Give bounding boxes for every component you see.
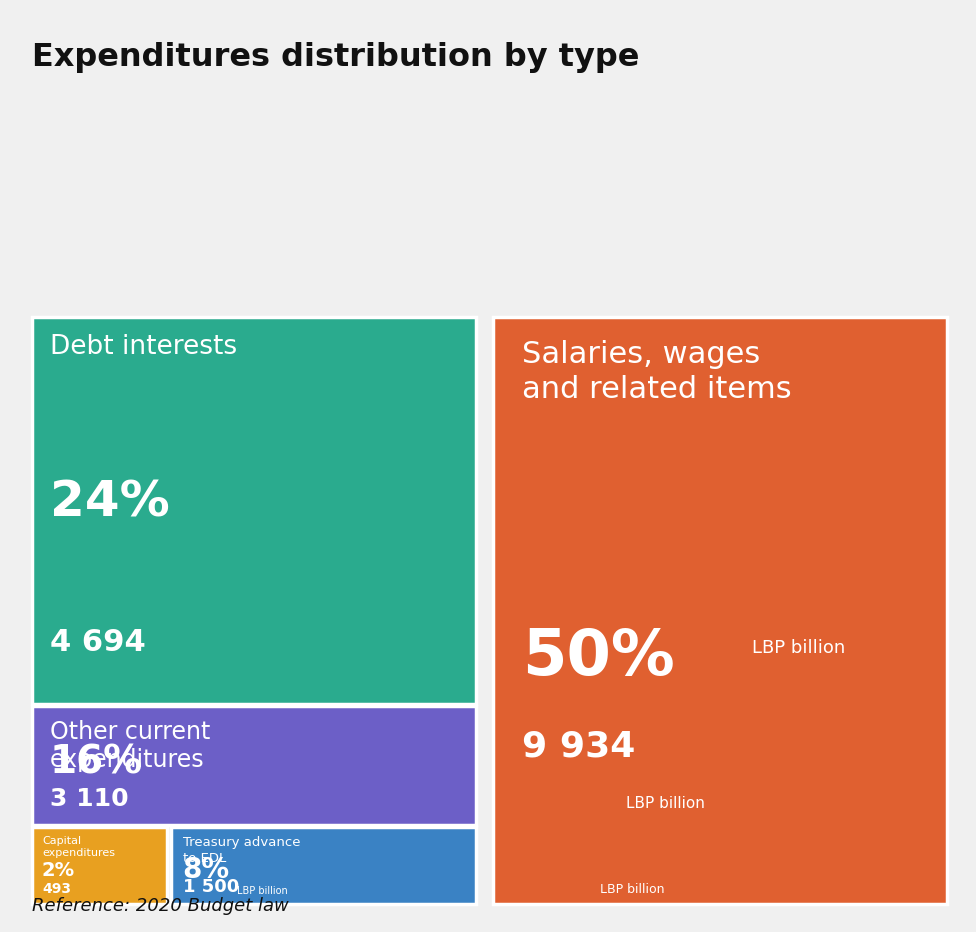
Bar bbox=[32, 317, 476, 704]
Text: LBP billion: LBP billion bbox=[237, 886, 288, 897]
Text: 8%: 8% bbox=[183, 856, 229, 884]
Bar bbox=[493, 317, 947, 904]
Text: 4 694: 4 694 bbox=[50, 628, 145, 657]
Text: Capital
expenditures: Capital expenditures bbox=[42, 836, 115, 858]
Text: 2%: 2% bbox=[42, 860, 75, 880]
Text: 50%: 50% bbox=[522, 626, 675, 689]
Text: 16%: 16% bbox=[50, 744, 142, 782]
Text: Salaries, wages
and related items: Salaries, wages and related items bbox=[522, 340, 792, 404]
Text: Other current
expenditures: Other current expenditures bbox=[50, 720, 210, 773]
Text: 24%: 24% bbox=[50, 478, 170, 527]
Text: Expenditures distribution by type: Expenditures distribution by type bbox=[32, 42, 639, 73]
Bar bbox=[32, 706, 476, 825]
Text: Reference: 2020 Budget law: Reference: 2020 Budget law bbox=[32, 898, 289, 915]
Text: LBP billion: LBP billion bbox=[599, 884, 665, 897]
Text: 9 934: 9 934 bbox=[522, 729, 635, 763]
Text: 493: 493 bbox=[42, 883, 71, 897]
Bar bbox=[171, 827, 476, 904]
Text: 3 110: 3 110 bbox=[50, 787, 129, 811]
Text: LBP billion: LBP billion bbox=[752, 639, 846, 657]
Text: Debt interests: Debt interests bbox=[50, 334, 237, 360]
Text: Treasury advance
to EDL: Treasury advance to EDL bbox=[183, 836, 300, 865]
Text: 1 500: 1 500 bbox=[183, 878, 239, 897]
Bar bbox=[32, 827, 167, 904]
Text: LBP billion: LBP billion bbox=[626, 796, 705, 811]
